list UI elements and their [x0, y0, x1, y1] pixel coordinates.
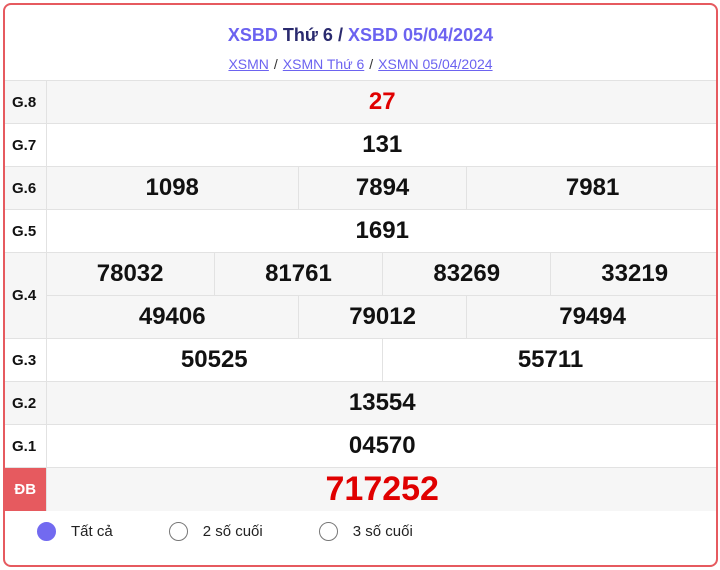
digit-filter: Tất cả 2 số cuối 3 số cuối	[5, 522, 716, 541]
radio-selected-icon[interactable]	[37, 522, 56, 541]
results-card: XSBD Thứ 6 / XSBD 05/04/2024 XSMN / XSMN T…	[3, 3, 718, 567]
prize-number: 1098	[46, 166, 299, 210]
row-g8: G.8 27	[5, 80, 716, 124]
breadcrumb-xsmn-day[interactable]: XSMN Thứ 6	[282, 56, 365, 72]
prize-number: 1691	[46, 209, 716, 253]
prize-number: 131	[46, 123, 716, 167]
radio-label: 3 số cuối	[352, 523, 413, 540]
results-table: G.8 27 G.7 131 G.6 1098 7894 7981 G.5 1691 G.4…	[5, 80, 716, 511]
prize-number: 50525	[46, 338, 383, 382]
prize-number: 81761	[213, 252, 383, 296]
prize-number: 13554	[46, 381, 716, 425]
radio-last-2[interactable]: 2 số cuối	[168, 522, 263, 541]
prize-number: 79494	[466, 295, 716, 339]
title-day: Thứ 6	[282, 25, 333, 45]
page-title: XSBD Thứ 6 / XSBD 05/04/2024	[5, 25, 716, 46]
row-g4b: 49406 79012 79494	[5, 295, 716, 339]
prize-label: G.6	[5, 166, 47, 210]
special-prize-label: ĐB	[5, 467, 47, 511]
radio-label: Tất cả	[71, 523, 113, 540]
row-g5: G.5 1691	[5, 209, 716, 253]
radio-empty-icon[interactable]	[168, 522, 188, 541]
row-g1: G.1 04570	[5, 424, 716, 468]
prize-number: 55711	[382, 338, 716, 382]
prize-label: G.8	[5, 80, 47, 124]
special-prize-number: 717252	[46, 467, 716, 511]
row-g3: G.3 50525 55711	[5, 338, 716, 382]
breadcrumb-sep: /	[369, 56, 374, 72]
radio-label: 2 số cuối	[202, 523, 263, 540]
title-link-xsbd[interactable]: XSBD	[227, 25, 278, 45]
prize-number: 33219	[550, 252, 716, 296]
radio-last-3[interactable]: 3 số cuối	[318, 522, 413, 541]
title-link-date[interactable]: XSBD 05/04/2024	[348, 25, 494, 45]
prize-number: 79012	[297, 295, 467, 339]
prize-label: G.4	[5, 252, 47, 339]
prize-label: G.2	[5, 381, 47, 425]
breadcrumb-sep: /	[273, 56, 278, 72]
row-g2: G.2 13554	[5, 381, 716, 425]
prize-number: 7894	[297, 166, 467, 210]
breadcrumb-xsmn[interactable]: XSMN	[228, 56, 269, 72]
row-g4: G.4 78032 81761 83269 33219	[5, 252, 716, 339]
radio-empty-icon[interactable]	[318, 522, 338, 541]
row-g7: G.7 131	[5, 123, 716, 167]
prize-number: 83269	[382, 252, 551, 296]
prize-number: 7981	[466, 166, 716, 210]
breadcrumb: XSMN / XSMN Thứ 6/XSMN 05/04/2024	[5, 56, 716, 72]
breadcrumb-xsmn-date[interactable]: XSMN 05/04/2024	[378, 56, 493, 72]
prize-number: 27	[46, 80, 716, 124]
title-separator: /	[337, 25, 343, 45]
radio-all[interactable]: Tất cả	[37, 522, 113, 541]
prize-number: 49406	[46, 295, 299, 339]
prize-label: G.5	[5, 209, 47, 253]
prize-label: G.1	[5, 424, 47, 468]
row-g6: G.6 1098 7894 7981	[5, 166, 716, 210]
row-special: ĐB 717252	[5, 467, 716, 511]
prize-label: G.7	[5, 123, 47, 167]
prize-label: G.3	[5, 338, 47, 382]
prize-number: 04570	[46, 424, 716, 468]
prize-number: 78032	[46, 252, 215, 296]
